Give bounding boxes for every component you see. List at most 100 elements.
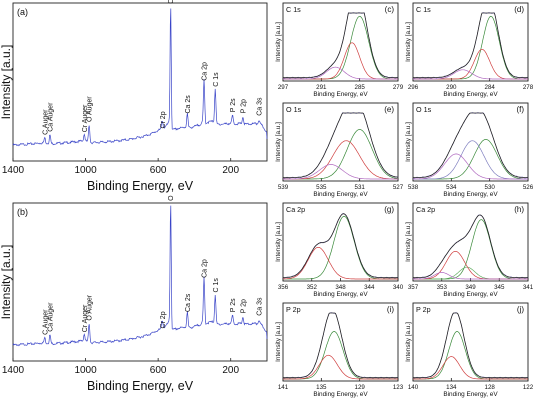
- x-tick-label: 200: [222, 165, 239, 176]
- peak-label: P 2s: [230, 298, 237, 312]
- peak-label: Cr 2p: [160, 111, 167, 128]
- plot-frame: [12, 202, 268, 362]
- peak-label: Ca 3s: [257, 297, 264, 316]
- panel-letter: (h): [514, 205, 524, 214]
- panel-letter: (f): [516, 105, 524, 114]
- raw-data-line: [282, 12, 398, 79]
- y-axis-title: Intensity [a.u.]: [0, 45, 13, 120]
- envelope-line: [413, 112, 528, 179]
- envelope-line: [283, 112, 399, 179]
- x-tick-label: 341: [523, 284, 534, 291]
- x-axis-title: Binding Energy, eV: [443, 191, 498, 198]
- x-tick-label: 349: [465, 284, 476, 291]
- y-axis-title: Intensity [a.u.]: [275, 222, 282, 262]
- raw-data-line: [412, 312, 529, 379]
- peak-label: Cr 2p: [160, 311, 167, 328]
- x-tick-label: 278: [523, 84, 534, 91]
- raw-data-line: [412, 12, 528, 79]
- fit-component-line: [283, 354, 398, 380]
- peak-label: O Auger: [87, 96, 94, 122]
- peak-label: O: [168, 195, 175, 201]
- panel-title: P 2p: [416, 305, 431, 314]
- x-tick-label: 345: [494, 284, 505, 291]
- plot-frame: [282, 302, 399, 382]
- panel-title: P 2p: [286, 305, 301, 314]
- x-tick-label: 534: [446, 184, 457, 191]
- x-tick-label: 141: [278, 384, 289, 391]
- y-axis-title: Intensity [a.u.]: [405, 222, 412, 262]
- x-tick-label: 296: [408, 84, 419, 91]
- x-tick-label: 134: [446, 384, 457, 391]
- panel-letter: (c): [385, 5, 395, 14]
- panel-letter: (j): [517, 305, 524, 314]
- x-tick-label: 357: [408, 284, 419, 291]
- fit-component-line: [283, 66, 398, 80]
- x-tick-label: 538: [408, 184, 419, 191]
- panel-letter: (d): [514, 5, 524, 14]
- x-tick-label: 353: [437, 284, 448, 291]
- y-axis-title: Intensity [a.u.]: [275, 22, 282, 62]
- x-tick-label: 527: [393, 184, 404, 191]
- peak-label: C 1s: [213, 278, 220, 293]
- x-tick-label: 340: [393, 284, 404, 291]
- y-axis-title: Intensity [a.u.]: [405, 122, 412, 162]
- y-axis-title: Intensity [a.u.]: [275, 322, 282, 362]
- panel-i: 141 135 129 123 (i) P 2p Binding Energy, eV Int…: [275, 302, 404, 398]
- peak-label: C Auger: [42, 309, 49, 335]
- peak-label: O 1s: [168, 0, 175, 4]
- x-axis-title: Binding Energy, eV: [443, 291, 498, 298]
- x-tick-label: 531: [355, 184, 366, 191]
- peak-label: Ca 2p: [202, 62, 209, 81]
- x-tick-label: 535: [316, 184, 327, 191]
- panel-title: C 1s: [286, 5, 301, 14]
- plot-frame: [412, 202, 529, 282]
- peak-label: Cr Auger: [82, 104, 89, 132]
- x-axis-title: Binding Energy, eV: [313, 91, 368, 98]
- panel-a: 1400 1000 600 200 (a) Binding Energy, eV Inten…: [0, 0, 268, 193]
- raw-data-line: [412, 112, 528, 179]
- panel-c: 297 291 285 279 (c) C 1s Binding Energy, eV Int…: [275, 2, 404, 98]
- x-axis-title: Binding Energy, eV: [313, 291, 368, 298]
- envelope-line: [413, 12, 528, 79]
- fit-component-line: [413, 153, 528, 180]
- envelope-line: [283, 12, 398, 79]
- x-tick-label: 352: [307, 284, 318, 291]
- x-tick-label: 600: [150, 365, 167, 376]
- x-axis-title: Binding Energy, eV: [313, 191, 368, 198]
- plot-frame: [412, 302, 529, 382]
- peak-label: Ca 3s: [257, 97, 264, 116]
- x-tick-label: 140: [408, 384, 419, 391]
- x-tick-label: 122: [523, 384, 534, 391]
- peak-label: Cr Auger: [82, 304, 89, 332]
- x-tick-label: 135: [316, 384, 327, 391]
- y-axis-title: Intensity [a.u.]: [0, 245, 13, 320]
- plot-frame: [412, 2, 529, 82]
- fit-component-line: [283, 215, 398, 280]
- y-axis-title: Intensity [a.u.]: [405, 22, 412, 62]
- x-axis-title: Binding Energy, eV: [87, 179, 194, 193]
- panel-h: 357 353 349 345 341 (h) Ca 2p Binding Energy, e…: [405, 202, 534, 298]
- fit-component-line: [413, 48, 528, 80]
- fit-component-line: [283, 140, 398, 180]
- peak-label: Ca 2s: [185, 293, 192, 312]
- panel-title: Ca 2p: [416, 205, 435, 214]
- plot-frame: [282, 2, 399, 82]
- x-tick-label: 129: [355, 384, 366, 391]
- x-tick-label: 526: [523, 184, 534, 191]
- peak-label: P 2p: [240, 99, 247, 113]
- peak-label: C Auger: [42, 109, 49, 135]
- peak-label: Ca Auger: [48, 102, 55, 132]
- peak-label: C 1s: [213, 72, 220, 87]
- fit-component-line: [283, 331, 398, 380]
- panel-title: O 1s: [286, 105, 302, 114]
- panel-g: 356 352 348 344 340 (g) Ca 2p Binding Energy, e…: [275, 202, 404, 298]
- plot-frame: [282, 202, 399, 282]
- survey-spectrum-line: [12, 205, 268, 347]
- panel-j: 140 134 128 122 (j) P 2p Binding Energy, eV Int…: [405, 302, 534, 398]
- panel-e: 539 535 531 527 (e) O 1s Binding Energy, eV Int…: [275, 102, 404, 198]
- x-tick-label: 285: [355, 84, 366, 91]
- peak-label: P 2s: [230, 98, 237, 112]
- envelope-line: [283, 312, 398, 379]
- plot-frame: [282, 102, 399, 182]
